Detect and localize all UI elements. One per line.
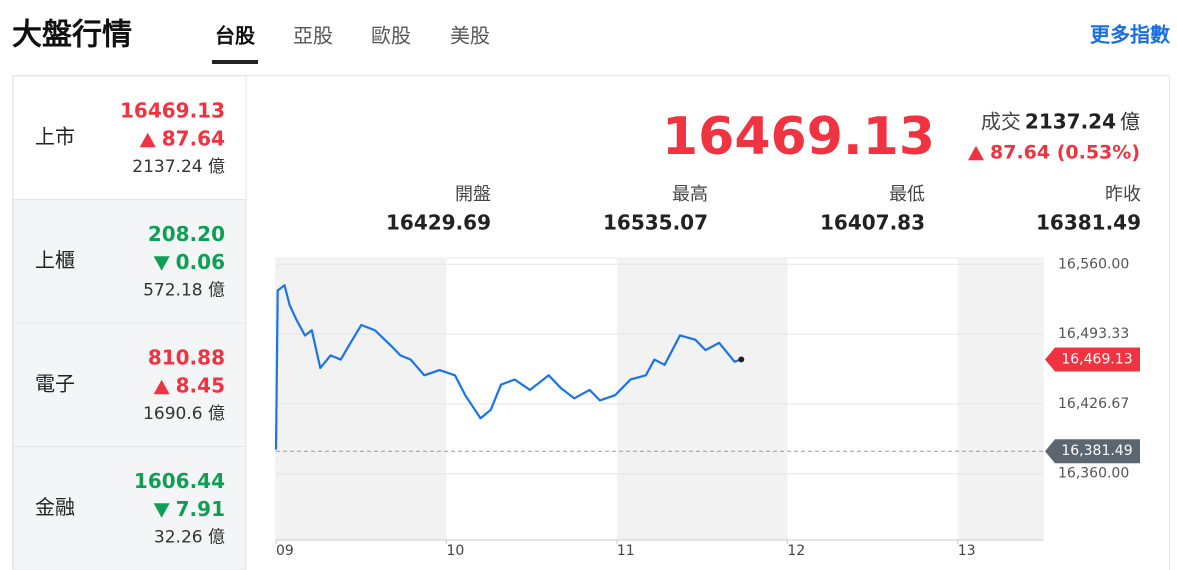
market-volume: 32.26 億	[154, 528, 225, 548]
market-change: 8.45	[176, 374, 225, 398]
page-title: 大盤行情	[12, 18, 132, 53]
direction-triangle	[139, 132, 156, 148]
market-row[interactable]	[12, 199, 247, 324]
market-row[interactable]	[12, 446, 247, 570]
session-band	[276, 258, 447, 540]
market-volume: 572.18 億	[143, 281, 225, 301]
market-name: 金融	[35, 495, 75, 519]
market-name: 電子	[35, 372, 75, 396]
volume-unit: 億	[1120, 110, 1140, 134]
tab[interactable]: 台股	[215, 24, 255, 48]
price-tag-label: 16,469.13	[1061, 351, 1132, 367]
market-row[interactable]	[12, 322, 247, 447]
volume-label: 成交	[981, 110, 1021, 134]
session-band	[616, 258, 788, 540]
stat-label: 最高	[672, 184, 708, 205]
stat-label: 最低	[889, 184, 925, 205]
direction-triangle	[968, 145, 984, 161]
direction-triangle	[153, 503, 170, 518]
x-tick-label: 10	[446, 543, 464, 559]
y-tick-label: 16,560.00	[1058, 256, 1129, 272]
market-name: 上市	[35, 125, 75, 149]
volume-value: 2137.24	[1025, 110, 1116, 134]
market-price: 1606.44	[134, 469, 225, 493]
stat-value: 16535.07	[603, 211, 708, 235]
market-volume: 1690.6 億	[143, 404, 225, 424]
summary-change: 87.64 (0.53%)	[990, 142, 1140, 164]
y-tick-label: 16,360.00	[1058, 466, 1129, 482]
market-volume: 2137.24 億	[132, 157, 225, 177]
market-name: 上櫃	[35, 248, 75, 272]
stat-value: 16407.83	[820, 211, 925, 235]
price-line	[274, 284, 742, 450]
session-band	[957, 258, 1043, 540]
x-tick-label: 12	[787, 543, 805, 559]
more-link[interactable]: 更多指數	[1090, 23, 1170, 47]
tab[interactable]: 亞股	[293, 24, 333, 48]
y-tick-label: 16,493.33	[1058, 326, 1129, 342]
x-tick-label: 11	[617, 543, 635, 559]
stat-value: 16381.49	[1036, 211, 1141, 235]
last-point	[738, 356, 745, 363]
market-change: 7.91	[176, 497, 225, 521]
stat-label: 昨收	[1105, 184, 1141, 205]
x-tick-label: 13	[958, 543, 976, 559]
market-price: 208.20	[148, 222, 225, 246]
direction-triangle	[153, 379, 170, 395]
summary-price: 16469.13	[662, 107, 935, 167]
stat-label: 開盤	[455, 184, 491, 205]
x-tick-label: 09	[276, 543, 294, 559]
tab[interactable]: 美股	[450, 24, 490, 48]
market-change: 87.64	[162, 127, 225, 151]
market-change: 0.06	[176, 250, 225, 274]
y-tick-label: 16,426.67	[1058, 396, 1129, 412]
tab[interactable]: 歐股	[371, 24, 411, 48]
price-tag	[1045, 439, 1140, 464]
price-tag-label: 16,381.49	[1061, 443, 1132, 459]
direction-triangle	[153, 256, 170, 271]
market-price: 810.88	[148, 346, 225, 370]
stat-value: 16429.69	[386, 211, 491, 235]
price-tag	[1045, 347, 1140, 372]
market-price: 16469.13	[120, 99, 225, 123]
tab-underline	[212, 60, 258, 64]
